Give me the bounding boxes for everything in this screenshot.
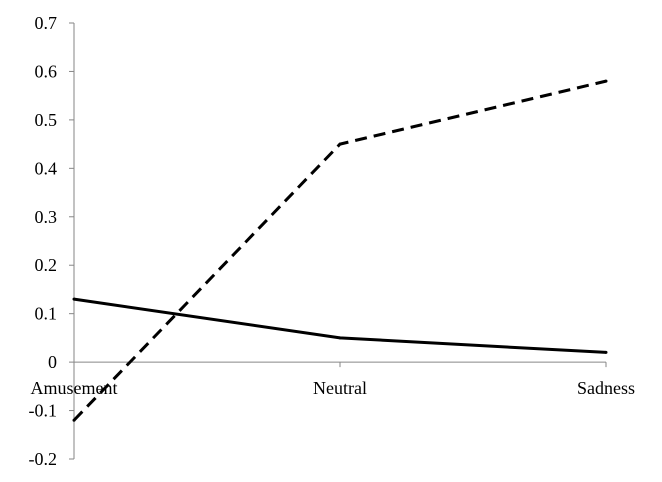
series-layer bbox=[72, 79, 608, 422]
data-point bbox=[604, 350, 608, 354]
y-tick-label: 0.1 bbox=[35, 304, 58, 324]
data-point bbox=[72, 418, 76, 422]
y-tick-label: 0.5 bbox=[35, 110, 58, 130]
y-tick-label: -0.2 bbox=[29, 449, 58, 469]
y-tick-label: 0.3 bbox=[35, 207, 58, 227]
data-point bbox=[604, 79, 608, 83]
y-tick-label: 0.4 bbox=[35, 158, 58, 178]
series-path bbox=[72, 79, 607, 422]
y-axis-tick-labels: 0.7 0.6 0.5 0.4 0.3 0.2 0.1 0 -0.1 -0.2 bbox=[29, 13, 58, 469]
series-dashed-line bbox=[72, 79, 608, 422]
y-tick-label: 0.6 bbox=[35, 61, 58, 81]
y-tick-label: -0.1 bbox=[29, 401, 58, 421]
data-point bbox=[338, 336, 342, 340]
x-tick-label: Amusement bbox=[31, 378, 118, 398]
x-tick-label: Sadness bbox=[577, 378, 635, 398]
y-tick-label: 0.7 bbox=[35, 13, 58, 33]
series-solid-line bbox=[72, 297, 608, 354]
axes bbox=[69, 22, 607, 460]
data-point bbox=[338, 142, 342, 146]
y-tick-label: 0 bbox=[48, 352, 57, 372]
x-axis-tick-labels: Amusement Neutral Sadness bbox=[31, 378, 636, 398]
series-path bbox=[73, 297, 607, 354]
y-tick-label: 0.2 bbox=[35, 255, 58, 275]
data-point bbox=[72, 297, 76, 301]
x-tick-label: Neutral bbox=[313, 378, 367, 398]
